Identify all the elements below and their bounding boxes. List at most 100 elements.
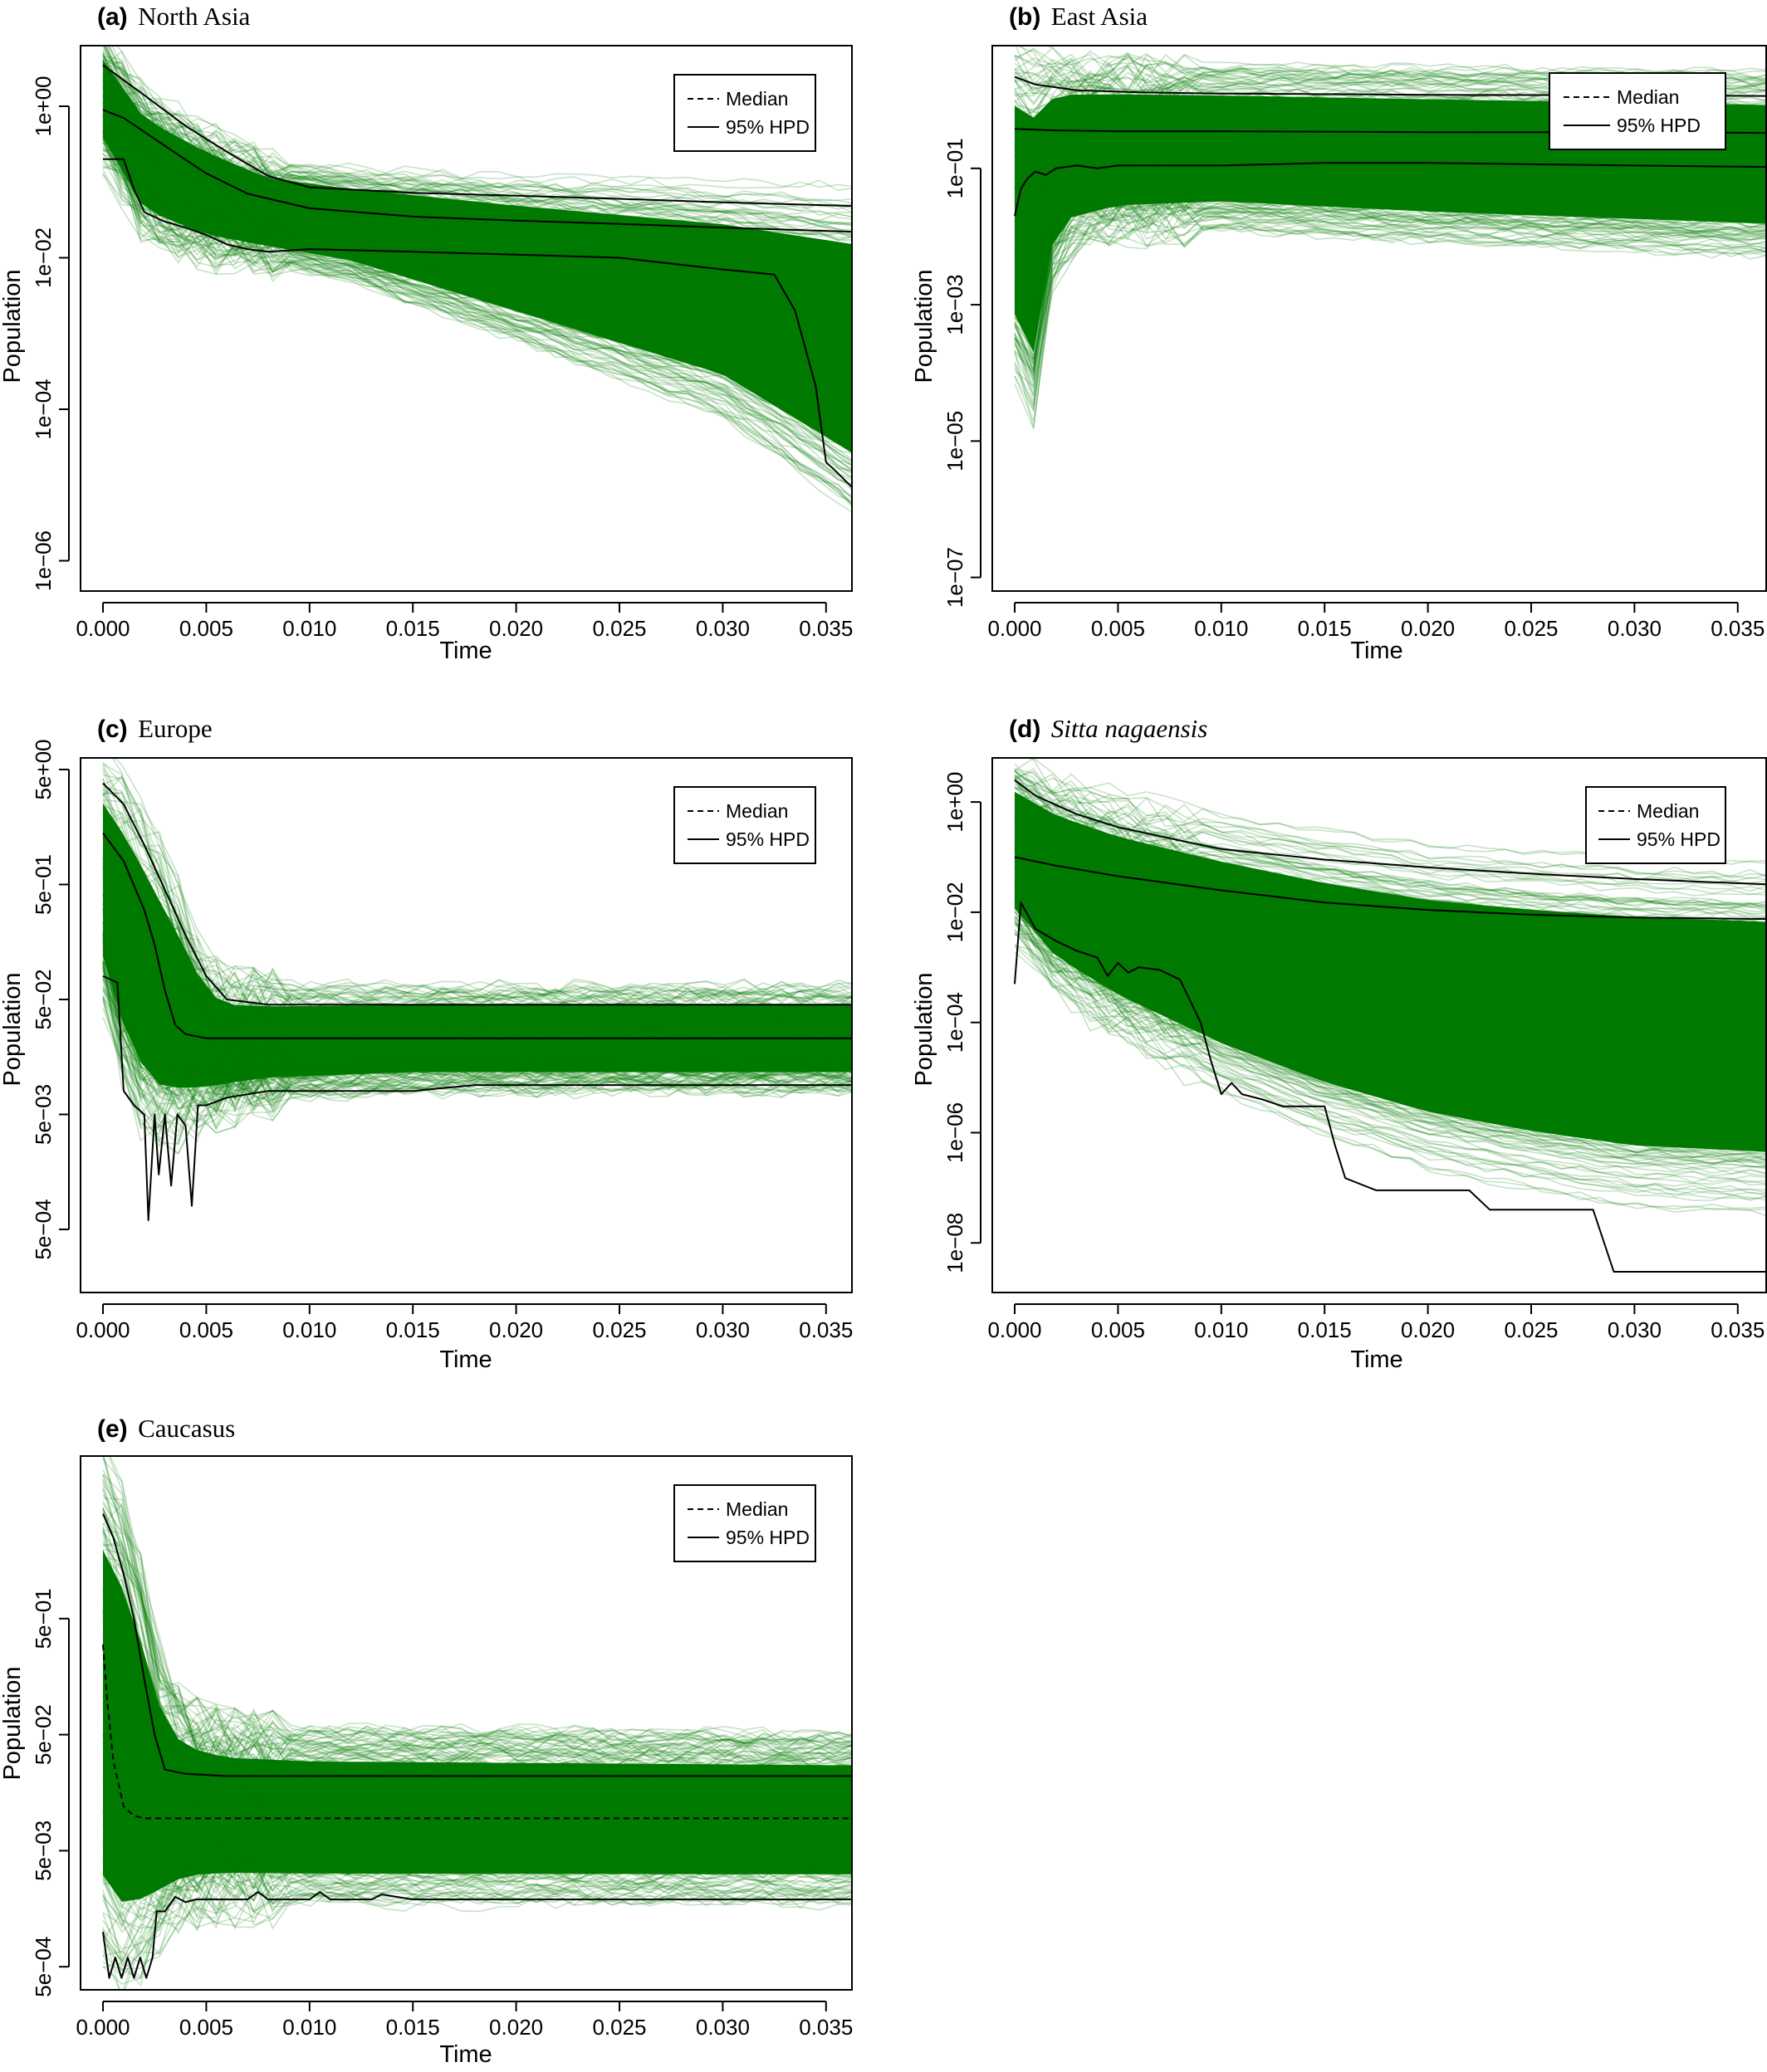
panel-d-ensemble-trajectory [1014,786,1766,924]
panel-a-ensemble-trajectory [102,62,852,258]
panel-b-ensemble-trajectory [1014,208,1766,409]
panel-a-title-name: North Asia [138,2,250,31]
panel-e-ensemble-trajectory [102,1591,852,1806]
panel-e-ensemble-trajectory [102,1811,852,1892]
panel-a-ensemble-trajectory [102,59,852,279]
panel-a-ensemble-trajectory [102,142,852,452]
panel-a-ensemble-trajectory [102,65,852,261]
panel-a-ensemble-trajectory [102,126,852,422]
panel-a-ensemble-trajectory [102,100,852,331]
panel-e-ensemble-trajectory [102,1773,852,1879]
panel-a-ensemble-trajectory [102,95,852,374]
panel-c-ensemble-trajectory [102,931,852,1116]
panel-e-ensemble-trajectory [102,1778,852,1867]
panel-c-hpd-upper-line [102,782,852,1006]
panel-e-ensemble-trajectory [102,1560,852,1797]
panel-d-ensemble-trajectory [1014,901,1766,1162]
panel-c-ensemble-trajectory [114,758,852,996]
panel-d-ensemble-trajectory [1014,817,1766,977]
panel-d-ensemble-trajectory [1014,866,1766,1091]
legend-median-label: Median [1617,86,1679,108]
panel-a-ensemble-trajectory [102,61,852,301]
panel-d-ensemble-trajectory [1014,848,1766,1048]
panel-d-ensemble-trajectory [1014,903,1766,1163]
panel-b-x-tick-label: 0.035 [1711,616,1765,641]
panel-c-ensemble-trajectory [102,860,852,1047]
panel-b-ensemble-trajectory [1014,203,1766,366]
panel-a-ensemble-trajectory [102,121,852,444]
panel-b-title: (b) East Asia [1009,2,1148,31]
panel-b-ensemble-trajectory [1014,184,1766,340]
panel-c-ensemble-trajectory [102,838,852,1026]
panel-a-ensemble-trajectory [105,46,852,207]
panel-e-y-tick-label: 5e−01 [31,1588,56,1649]
panel-c-ensemble-trajectory [102,931,852,1086]
panel-d-ensemble-trajectory [1014,930,1766,1170]
panel-a-ensemble-trajectory [102,95,852,355]
panel-a-ensemble-trajectory [102,56,852,289]
panel-e-ensemble-trajectory [102,1662,852,1837]
panel-e-hpd-upper-line [102,1513,852,1777]
panel-d-ensemble-trajectory [1014,841,1766,1034]
panel-b-ensemble-trajectory [1014,156,1766,261]
panel-c-ensemble-trajectory [102,886,852,1065]
panel-c-ensemble-trajectory [102,761,852,1025]
panel-c-x-axis-label: Time [439,1346,492,1373]
panel-a-ensemble-trajectory [102,146,852,491]
panel-a-median-line [102,109,852,233]
panel-d-ensemble-trajectory [1014,846,1766,1047]
panel-d-ensemble-trajectory [1014,788,1766,907]
panel-d-ensemble-trajectory [1014,847,1766,1037]
panel-e-ensemble-trajectory [102,1456,852,1751]
legend-hpd-label: 95% HPD [726,1527,810,1548]
panel-e-ensemble-trajectory [102,1566,852,1788]
panel-a-ensemble-trajectory [102,87,852,309]
panel-b-ensemble [1014,46,1766,432]
panel-e-ensemble-trajectory [102,1840,852,1911]
panel-c-ensemble-trajectory [102,1017,852,1155]
panel-d-ensemble-trajectory [1014,883,1766,1094]
panel-d-ensemble-trajectory [1014,823,1766,990]
panel-c-ensemble-trajectory [102,980,852,1117]
panel-d-ensemble-trajectory [1014,847,1766,1050]
panel-a-ensemble-trajectory [102,137,852,411]
panel-c-ensemble-trajectory [102,807,852,1044]
panel-a-ensemble-trajectory [102,53,852,241]
panel-c-ensemble-trajectory [102,788,852,1036]
panel-c-ensemble-trajectory [102,971,852,1102]
panel-b-legend: Median 95% HPD [1549,72,1726,150]
panel-a-ensemble-trajectory [102,89,852,336]
panel-d-ensemble-trajectory [1014,785,1766,944]
panel-d-ensemble-trajectory [1014,923,1766,1156]
panel-e-ensemble-trajectory [102,1734,852,1849]
panel-d-title: (d) Sitta nagaensis [1009,714,1207,743]
panel-c-ensemble-trajectory [102,825,852,1019]
panel-d-ensemble-trajectory [1014,780,1766,917]
panel-c-ensemble-trajectory [102,867,852,1062]
panel-a-ensemble-trajectory [102,163,852,465]
panel-c-ensemble-trajectory [102,941,852,1108]
panel-b-ensemble-trajectory [1014,204,1766,398]
panel-b-ensemble-trajectory [1014,137,1766,241]
panel-c-ensemble-trajectory [102,921,852,1075]
panel-d-ensemble-trajectory [1014,905,1766,1177]
panel-a-ensemble-trajectory [102,76,852,319]
panel-c-ensemble-trajectory [102,937,852,1087]
panel-e-ensemble-trajectory [102,1636,852,1817]
panel-d-ensemble-trajectory [1014,932,1766,1185]
panel-d-ensemble-trajectory [1014,770,1766,897]
panel-d-ensemble-trajectory [1014,872,1766,1073]
panel-d-ensemble-trajectory [1014,906,1766,1141]
panel-c-ensemble-trajectory [102,829,852,1030]
panel-e-ensemble-trajectory [102,1599,852,1817]
panel-b-ensemble-trajectory [1014,188,1766,372]
panel-a-ensemble-trajectory [102,63,852,232]
panel-c-ensemble-trajectory [102,944,852,1108]
panel-b-ensemble-trajectory [1014,157,1766,300]
panel-e-ensemble-trajectory [102,1883,852,1964]
panel-a-x-tick-label: 0.005 [179,616,233,641]
panel-a-ensemble-trajectory [102,80,852,265]
panel-d-ensemble-trajectory [1014,821,1766,975]
panel-e-ensemble-trajectory [102,1706,852,1832]
panel-e-ensemble-trajectory [102,1704,852,1845]
